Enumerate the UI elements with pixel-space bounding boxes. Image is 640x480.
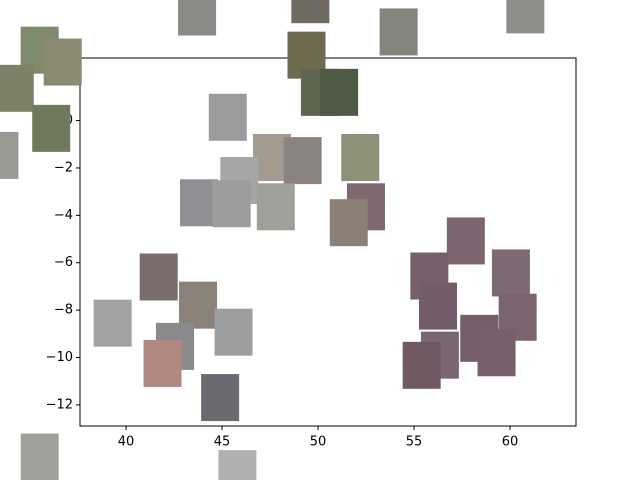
image-thumbnail bbox=[418, 282, 457, 330]
image-thumbnail bbox=[208, 93, 247, 141]
image-thumbnail bbox=[291, 0, 330, 24]
y-tick-label: −8 bbox=[54, 303, 73, 318]
x-tick-label: 45 bbox=[214, 435, 231, 450]
image-thumbnail bbox=[506, 0, 545, 34]
image-thumbnail bbox=[283, 137, 322, 185]
image-thumbnail bbox=[180, 179, 219, 227]
image-thumbnail bbox=[139, 253, 178, 301]
x-tick-label: 55 bbox=[406, 435, 423, 450]
image-thumbnail bbox=[179, 281, 218, 329]
image-thumbnail bbox=[93, 299, 132, 347]
image-thumbnail bbox=[256, 183, 295, 231]
y-tick-label: −12 bbox=[46, 397, 73, 412]
image-thumbnail bbox=[178, 0, 217, 36]
image-thumbnail bbox=[477, 329, 516, 377]
image-thumbnail bbox=[402, 341, 441, 389]
image-thumbnail bbox=[0, 64, 34, 112]
image-thumbnail bbox=[320, 68, 359, 116]
image-thumbnail bbox=[201, 374, 240, 422]
image-thumbnail bbox=[446, 217, 485, 265]
image-thumbnail bbox=[214, 308, 253, 356]
image-thumbnail bbox=[341, 134, 380, 182]
image-thumbnail bbox=[491, 249, 530, 297]
image-thumbnail bbox=[379, 8, 418, 56]
y-tick-label: −4 bbox=[54, 208, 73, 223]
x-tick-label: 40 bbox=[118, 435, 135, 450]
image-thumbnail bbox=[43, 38, 82, 86]
image-thumbnail bbox=[143, 339, 182, 387]
image-thumbnail bbox=[329, 199, 368, 247]
y-tick-label: −6 bbox=[54, 255, 73, 270]
image-thumbnail bbox=[218, 450, 257, 480]
axes-frame bbox=[79, 57, 577, 427]
image-thumbnail bbox=[20, 433, 59, 480]
x-tick-label: 60 bbox=[502, 435, 519, 450]
x-tick-label: 50 bbox=[310, 435, 327, 450]
y-tick-label: −10 bbox=[46, 350, 73, 365]
image-thumbnail bbox=[0, 131, 19, 179]
image-thumbnail bbox=[32, 104, 71, 152]
image-thumbnail bbox=[212, 180, 251, 228]
y-tick-label: −2 bbox=[54, 160, 73, 175]
